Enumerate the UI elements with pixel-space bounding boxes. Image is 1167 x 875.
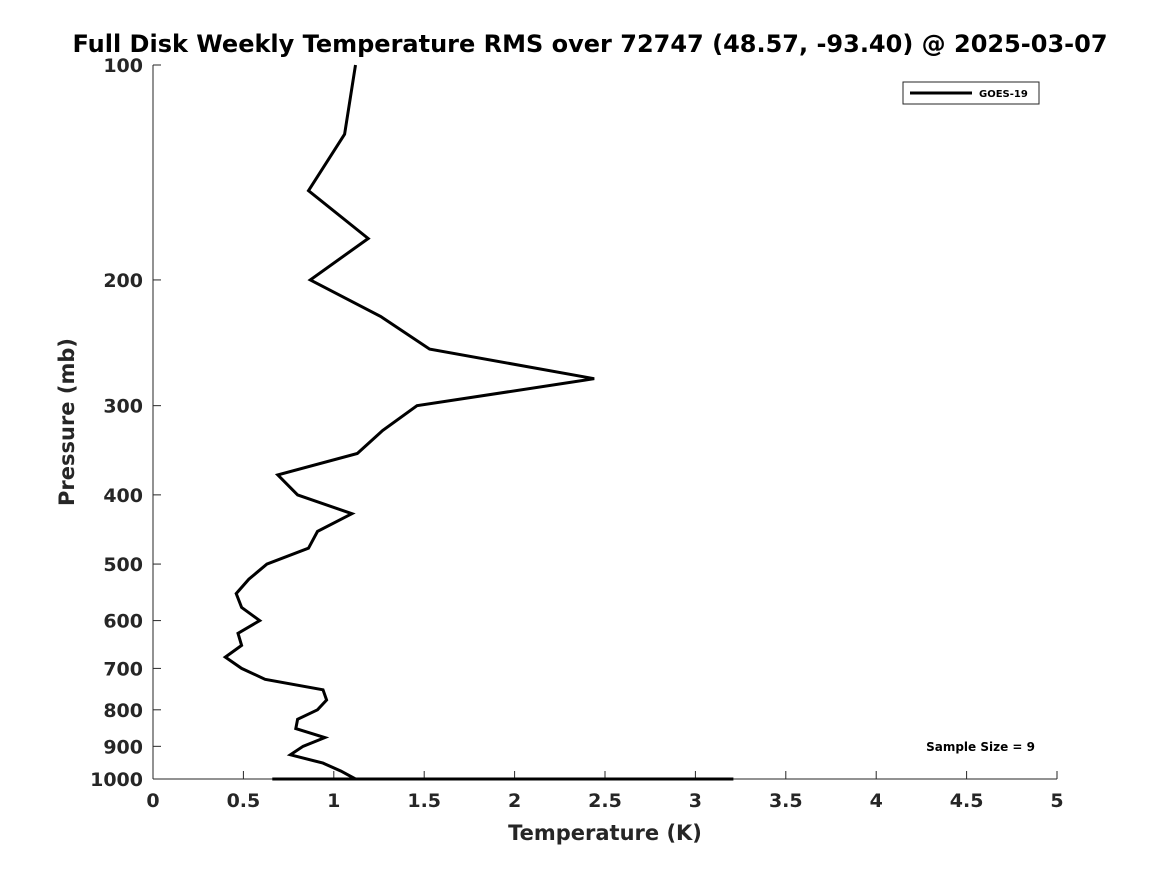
x-tick-label: 4.5 <box>950 790 984 812</box>
y-tick-label: 600 <box>103 611 143 633</box>
y-tick-label: 900 <box>103 736 143 758</box>
x-tick-label: 1.5 <box>407 790 441 812</box>
x-tick-label: 5 <box>1050 790 1063 812</box>
y-tick-label: 200 <box>103 270 143 292</box>
x-tick-label: 0.5 <box>227 790 261 812</box>
x-tick-label: 2.5 <box>588 790 622 812</box>
legend: GOES-19 <box>902 81 1040 105</box>
x-tick-label: 2 <box>508 790 521 812</box>
axes <box>152 65 1057 780</box>
x-ticks: 0 0.5 1 1.5 2 2.5 3 3.5 4 4.5 5 <box>146 771 1064 812</box>
x-tick-label: 1 <box>327 790 340 812</box>
y-axis-label: Pressure (mb) <box>55 338 79 506</box>
y-tick-label: 700 <box>103 658 143 680</box>
x-tick-label: 3.5 <box>769 790 803 812</box>
y-ticks: 100 200 300 400 500 600 700 800 900 1000 <box>90 55 161 791</box>
x-tick-label: 3 <box>689 790 702 812</box>
y-tick-label: 300 <box>103 396 143 418</box>
y-tick-label: 400 <box>103 485 143 507</box>
chart-title: Full Disk Weekly Temperature RMS over 72… <box>72 30 1107 58</box>
y-tick-label: 800 <box>103 700 143 722</box>
series-line-goes-19 <box>222 64 734 781</box>
x-tick-label: 0 <box>146 790 159 812</box>
sample-size-annotation: Sample Size = 9 <box>926 740 1035 754</box>
y-tick-label: 100 <box>103 55 143 77</box>
y-tick-label: 1000 <box>90 769 143 791</box>
x-axis-label: Temperature (K) <box>508 821 702 845</box>
y-tick-label: 500 <box>103 554 143 576</box>
x-tick-label: 4 <box>870 790 883 812</box>
legend-entry-goes-19: GOES-19 <box>979 89 1028 100</box>
